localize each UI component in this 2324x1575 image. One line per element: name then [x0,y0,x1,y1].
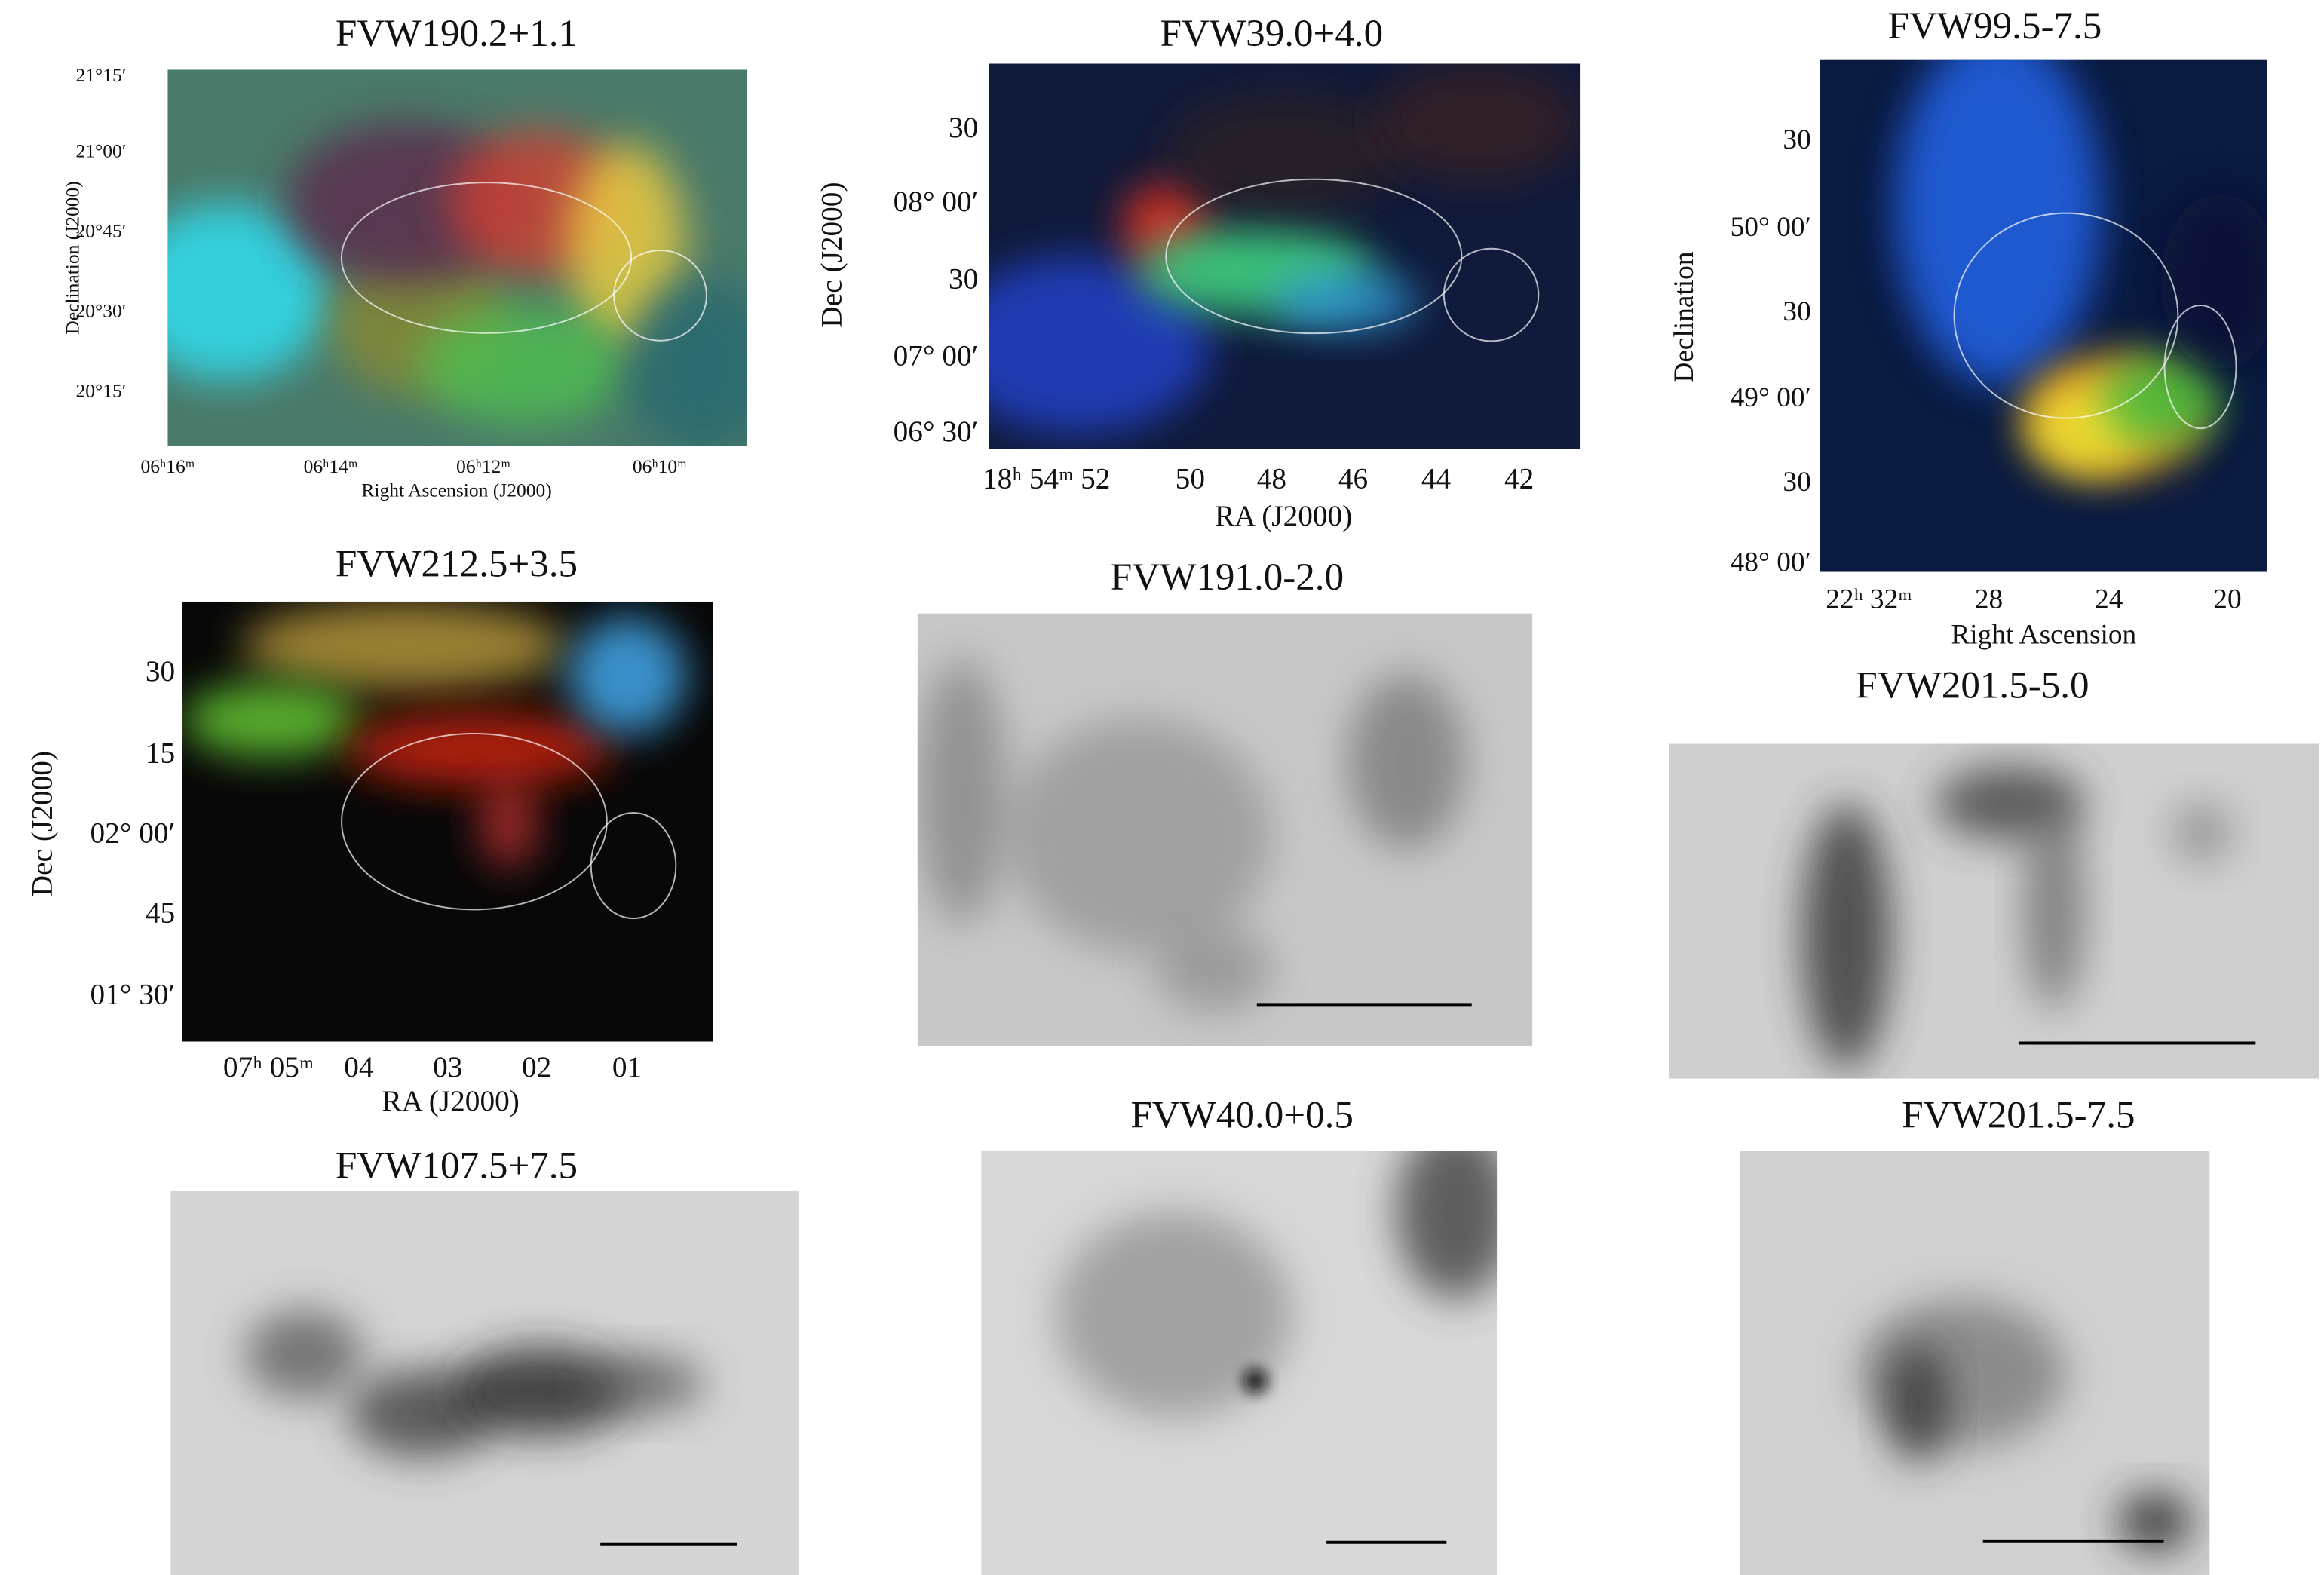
y-tick-label: 21°00′ [75,139,126,161]
x-tick-label: 06ʰ10ᵐ [633,455,687,477]
x-tick-label: 28 [1975,584,2003,614]
x-tick-label: 22ʰ 32ᵐ [1826,584,1912,614]
image-feature [1270,271,1418,331]
panel-image [1669,744,2319,1079]
x-axis-label: RA (J2000) [1215,499,1352,532]
y-tick-label: 30 [1783,467,1810,498]
image-feature [1397,1122,1515,1300]
image-feature [1154,924,1273,1013]
panel-title: FVW107.5+7.5 [336,1144,578,1187]
panel-title: FVW39.0+4.0 [1160,12,1384,55]
y-axis-label: Declination (J2000) [61,181,83,335]
y-axis-label: Dec (J2000) [25,751,58,896]
panel-title: FVW99.5-7.5 [1888,5,2102,47]
x-tick-label: 46 [1338,462,1368,495]
panel-image [1820,29,2280,571]
x-tick-label: 24 [2095,584,2123,614]
panel-image [918,614,1533,1046]
y-tick-label: 01° 30′ [90,978,175,1011]
image-feature [2172,803,2232,863]
panel-title: FVW201.5-5.0 [1856,664,2089,707]
y-tick-label: 20°30′ [75,300,126,322]
x-tick-label: 02 [522,1050,551,1083]
y-tick-label: 30 [146,654,175,688]
x-tick-label: 06ʰ12ᵐ [456,455,510,477]
x-tick-label: 04 [344,1050,374,1083]
x-tick-label: 42 [1504,462,1534,495]
y-axis-label: Declination [1669,251,1700,382]
image-feature [242,602,568,691]
x-axis-label: Right Ascension [1951,620,2136,651]
panel-image [1740,1151,2209,1575]
image-feature [419,307,627,425]
image-feature [1243,1369,1267,1393]
x-tick-label: 07ʰ 05ᵐ [223,1050,314,1083]
panel-image [170,1191,799,1575]
image-feature [918,658,1007,925]
y-tick-label: 30 [1783,296,1810,327]
y-tick-label: 50° 00′ [1731,212,1811,243]
image-feature [345,712,612,786]
y-tick-label: 07° 00′ [894,339,979,372]
panel-title: FVW201.5-7.5 [1902,1093,2135,1136]
image-feature [245,1310,363,1399]
y-tick-label: 08° 00′ [894,185,979,218]
x-tick-label: 18ʰ 54ᵐ 52 [983,462,1110,495]
y-tick-label: 21°15′ [75,64,126,86]
panel-title: FVW40.0+0.5 [1130,1093,1354,1136]
x-tick-label: 06ʰ16ᵐ [140,455,195,477]
image-feature [1374,64,1581,182]
y-tick-label: 45 [146,896,175,930]
page: FVW190.2+1.1 21°15′ 21°00′ 20°45′ 20°30′ 20°1… [0,0,2324,1575]
x-tick-label: 06ʰ14ᵐ [304,455,358,477]
image-feature [1347,673,1466,850]
panel-image [944,64,1581,449]
panel-title: FVW190.2+1.1 [336,12,578,55]
y-tick-label: 30 [949,262,978,295]
x-tick-label: 03 [433,1050,462,1083]
image-feature [1007,717,1274,954]
y-axis-label: Dec (J2000) [815,182,848,327]
image-feature [1888,1344,1948,1462]
x-axis-label: Right Ascension (J2000) [361,479,551,501]
image-feature [1802,803,1891,1070]
image-feature [2025,803,2084,1010]
x-tick-label: 20 [2213,584,2241,614]
x-tick-label: 48 [1257,462,1286,495]
panel-image [182,602,713,1042]
y-tick-label: 30 [949,111,978,144]
image-feature [568,617,686,735]
image-feature [1167,93,1403,212]
panel-title: FVW212.5+3.5 [336,542,578,585]
panel-image [123,69,775,455]
y-tick-label: 06° 30′ [894,415,979,448]
figure: FVW190.2+1.1 21°15′ 21°00′ 20°45′ 20°30′ 20°1… [0,0,2324,1575]
image-feature [1859,1299,2066,1448]
y-tick-label: 48° 00′ [1731,547,1811,578]
x-axis-label: RA (J2000) [382,1084,520,1117]
y-tick-label: 30 [1783,124,1810,155]
x-tick-label: 01 [612,1050,642,1083]
y-tick-label: 15 [146,736,175,769]
image-feature [479,780,538,869]
panel-image [981,1122,1514,1575]
y-tick-label: 49° 00′ [1731,382,1811,413]
image-feature [182,683,360,757]
x-tick-label: 50 [1176,462,1205,495]
y-tick-label: 02° 00′ [90,816,175,849]
panel-title: FVW191.0-2.0 [1111,556,1344,599]
image-feature [627,277,776,455]
y-tick-label: 20°45′ [75,219,126,241]
x-tick-label: 44 [1421,462,1452,495]
image-feature [1894,29,2102,385]
image-feature [586,1354,704,1414]
image-feature [2161,192,2280,370]
y-tick-label: 20°15′ [75,380,126,402]
